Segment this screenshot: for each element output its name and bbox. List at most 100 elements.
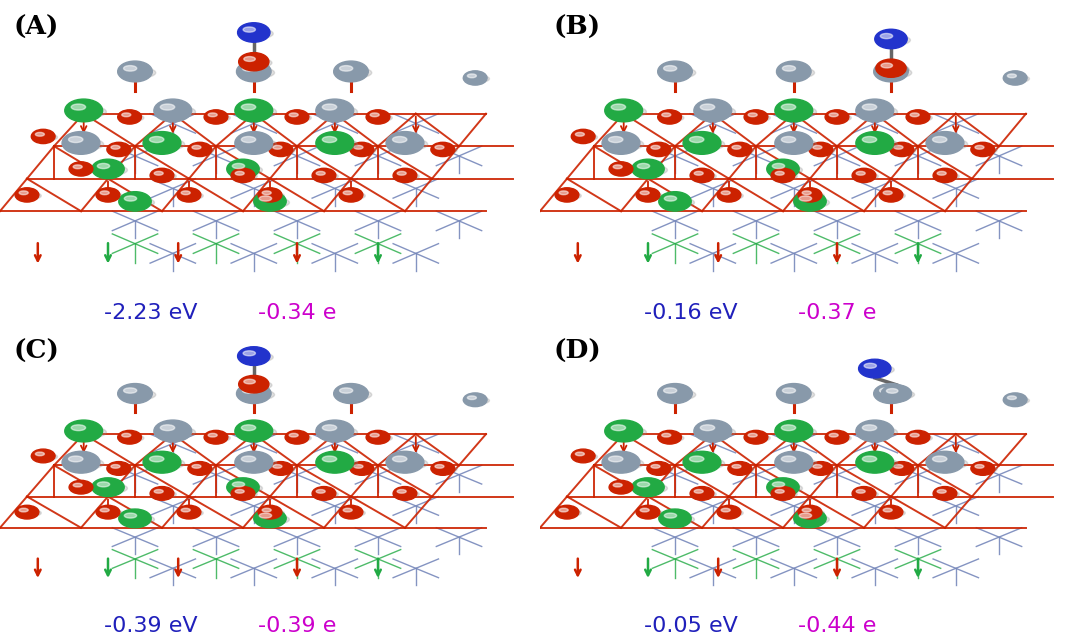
Ellipse shape	[887, 389, 897, 393]
Ellipse shape	[613, 165, 622, 169]
Circle shape	[602, 132, 639, 154]
Ellipse shape	[771, 173, 797, 180]
Circle shape	[855, 420, 894, 442]
Ellipse shape	[322, 456, 337, 462]
Ellipse shape	[316, 489, 325, 493]
Circle shape	[809, 142, 833, 157]
Ellipse shape	[782, 388, 796, 393]
Ellipse shape	[68, 456, 83, 462]
Ellipse shape	[241, 456, 256, 462]
Ellipse shape	[937, 489, 946, 493]
Ellipse shape	[852, 173, 878, 180]
Ellipse shape	[343, 508, 352, 512]
Circle shape	[693, 99, 732, 122]
Circle shape	[235, 99, 272, 122]
Ellipse shape	[154, 426, 195, 438]
Text: (D): (D)	[554, 339, 602, 364]
Ellipse shape	[19, 191, 28, 195]
Ellipse shape	[232, 164, 245, 169]
Ellipse shape	[608, 456, 623, 462]
Circle shape	[890, 142, 914, 157]
Circle shape	[744, 110, 768, 124]
Ellipse shape	[576, 452, 584, 455]
Circle shape	[602, 451, 639, 473]
Circle shape	[31, 129, 55, 143]
Circle shape	[647, 462, 671, 475]
Ellipse shape	[350, 466, 376, 473]
Ellipse shape	[862, 425, 877, 431]
Ellipse shape	[100, 191, 109, 195]
Ellipse shape	[748, 113, 757, 117]
Ellipse shape	[748, 433, 757, 437]
Circle shape	[431, 462, 455, 475]
Ellipse shape	[825, 434, 851, 442]
Circle shape	[177, 188, 201, 202]
Ellipse shape	[910, 433, 919, 437]
Ellipse shape	[243, 27, 256, 32]
Circle shape	[794, 509, 826, 527]
Circle shape	[92, 478, 124, 497]
Text: -2.23 eV: -2.23 eV	[105, 303, 198, 324]
Ellipse shape	[322, 136, 337, 143]
Circle shape	[463, 71, 487, 85]
Ellipse shape	[354, 145, 363, 149]
Ellipse shape	[289, 113, 298, 117]
Circle shape	[825, 431, 849, 444]
Ellipse shape	[926, 457, 968, 469]
Ellipse shape	[259, 513, 272, 518]
Circle shape	[188, 462, 212, 475]
Ellipse shape	[647, 466, 673, 473]
Ellipse shape	[62, 138, 104, 150]
Ellipse shape	[154, 106, 195, 118]
Circle shape	[96, 188, 120, 202]
Ellipse shape	[862, 136, 877, 143]
Ellipse shape	[244, 379, 255, 384]
Circle shape	[717, 505, 741, 519]
Circle shape	[239, 53, 269, 71]
Ellipse shape	[906, 114, 932, 122]
Circle shape	[316, 132, 354, 154]
Ellipse shape	[794, 514, 829, 525]
Ellipse shape	[122, 113, 131, 117]
Ellipse shape	[238, 28, 273, 39]
Ellipse shape	[65, 106, 106, 118]
Circle shape	[971, 462, 995, 475]
Circle shape	[775, 132, 812, 154]
Ellipse shape	[107, 147, 133, 154]
Circle shape	[658, 110, 681, 124]
Ellipse shape	[813, 464, 822, 468]
Circle shape	[231, 168, 255, 183]
Ellipse shape	[312, 490, 338, 498]
Circle shape	[1003, 393, 1027, 406]
Ellipse shape	[611, 104, 625, 110]
Circle shape	[339, 188, 363, 202]
Ellipse shape	[154, 171, 163, 175]
Ellipse shape	[883, 191, 892, 195]
Ellipse shape	[732, 145, 741, 149]
Circle shape	[204, 110, 228, 124]
Ellipse shape	[111, 464, 120, 468]
Ellipse shape	[856, 489, 865, 493]
Circle shape	[118, 110, 141, 124]
Ellipse shape	[235, 171, 244, 175]
Ellipse shape	[154, 489, 163, 493]
Text: -0.16 eV: -0.16 eV	[645, 303, 738, 324]
Ellipse shape	[875, 35, 910, 45]
Ellipse shape	[640, 508, 649, 512]
Circle shape	[609, 162, 633, 176]
Ellipse shape	[254, 514, 289, 525]
Circle shape	[316, 451, 354, 473]
Ellipse shape	[647, 147, 673, 154]
Circle shape	[605, 420, 643, 442]
Ellipse shape	[767, 165, 802, 175]
Circle shape	[771, 487, 795, 500]
Circle shape	[690, 168, 714, 183]
Ellipse shape	[640, 191, 649, 195]
Circle shape	[118, 61, 152, 82]
Ellipse shape	[258, 192, 284, 200]
Ellipse shape	[874, 389, 912, 400]
Ellipse shape	[397, 171, 406, 175]
Ellipse shape	[269, 147, 295, 154]
Circle shape	[334, 61, 368, 82]
Circle shape	[238, 347, 270, 366]
